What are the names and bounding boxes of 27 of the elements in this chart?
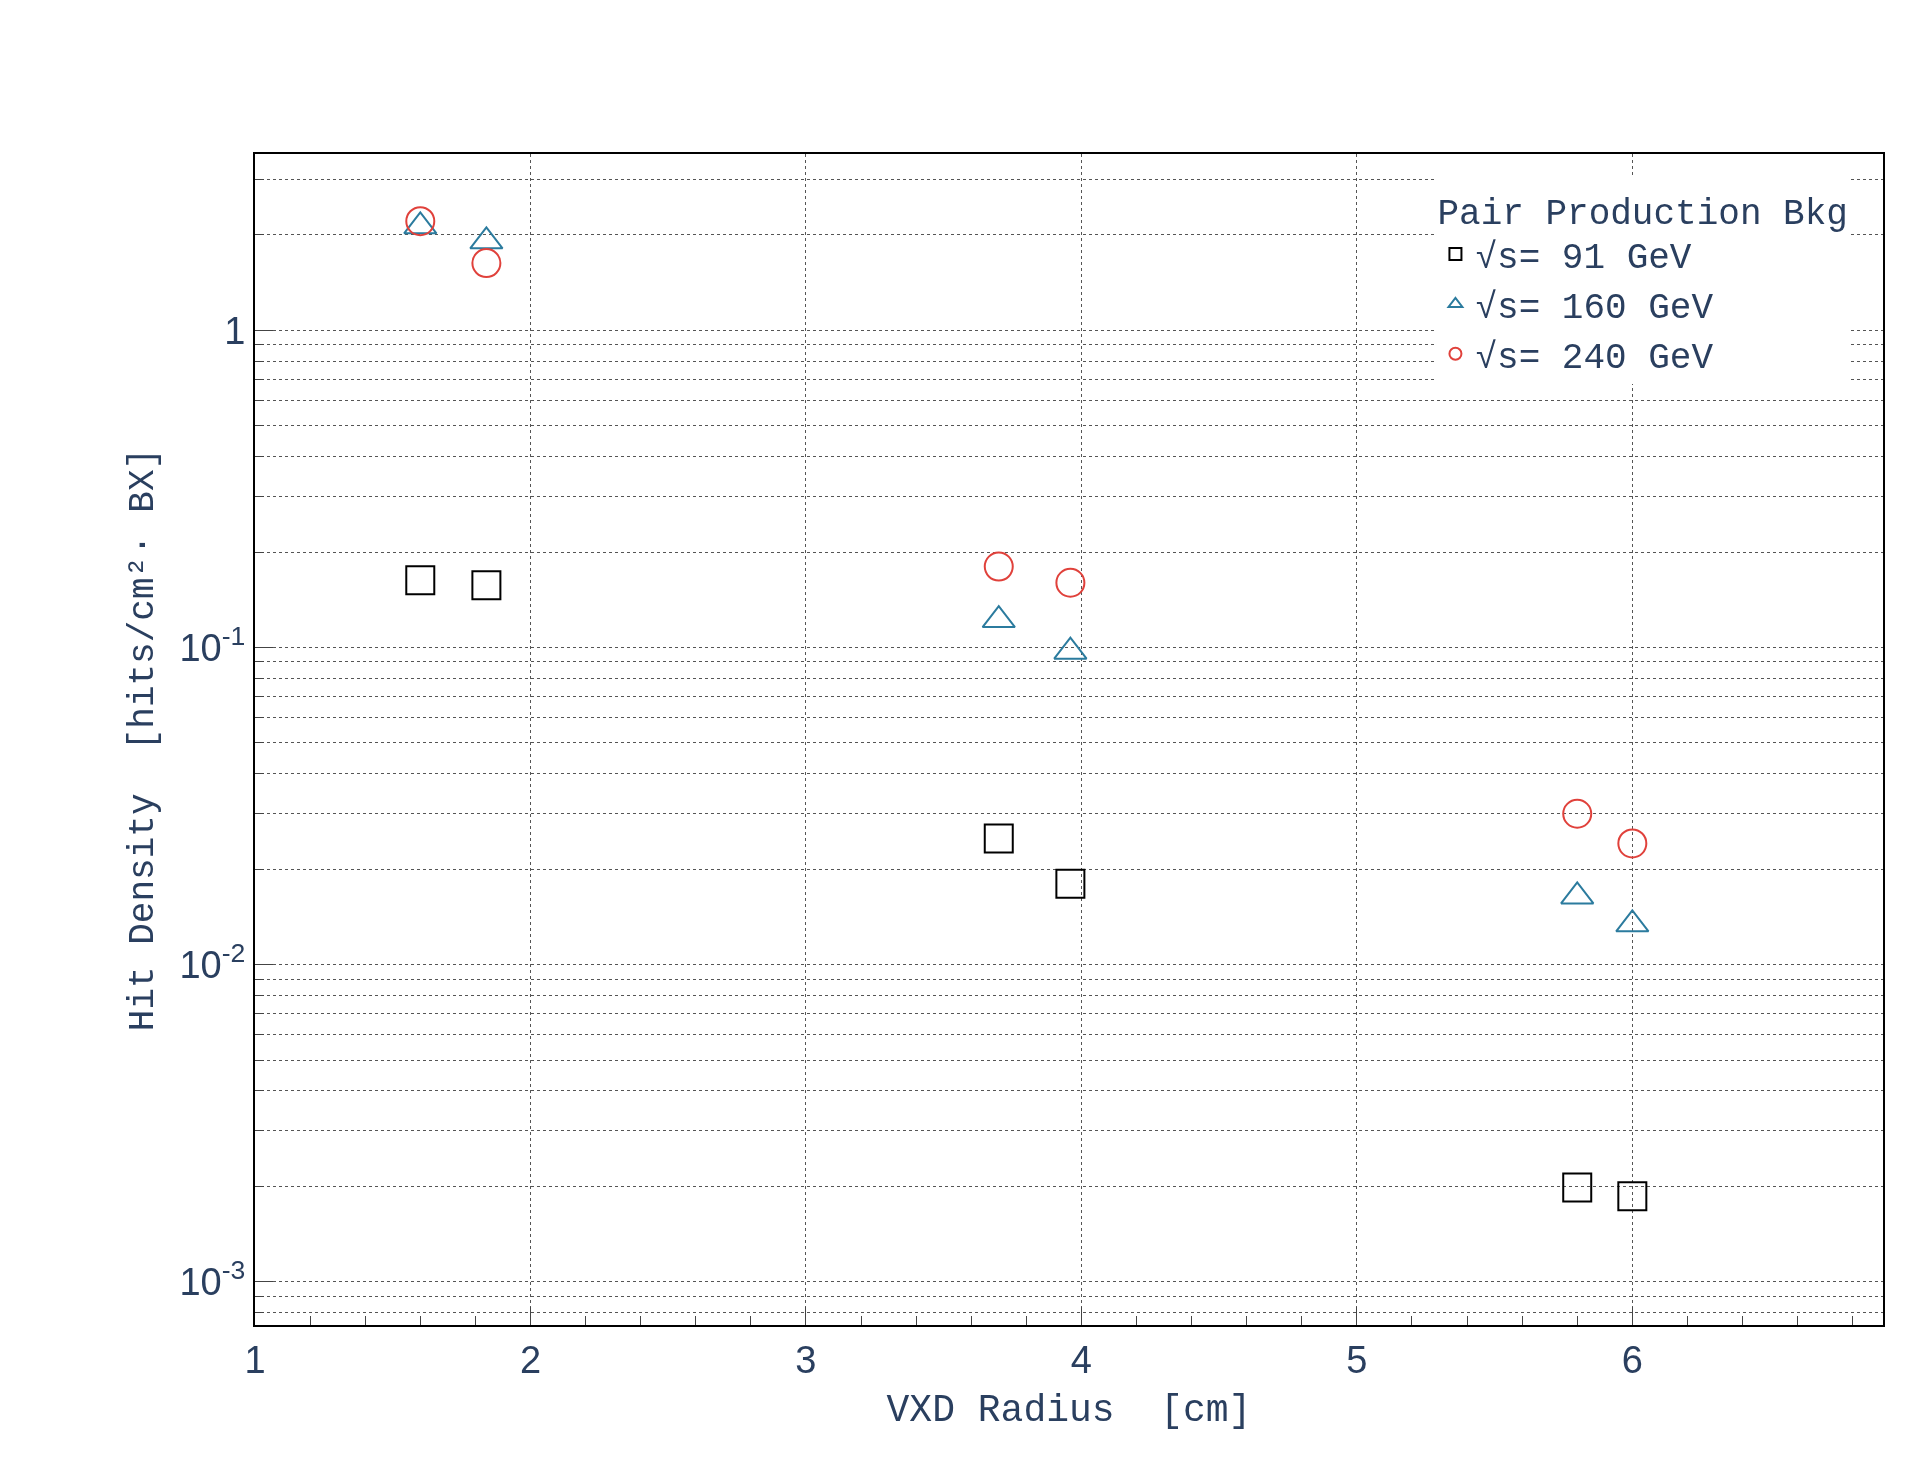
point (471, 248, 502, 279)
legend-label: √s= 160 GeV (1475, 287, 1714, 329)
point (1617, 1181, 1648, 1212)
y-tick-label: 10$^{-1}$ (179, 620, 246, 669)
point (1562, 798, 1593, 829)
y-tick-label: 1 (224, 309, 246, 352)
y-tick-label: 10$^{-3}$ (179, 1255, 246, 1303)
x-axis-title: VXD Radius [cm] (886, 1389, 1252, 1433)
legend-title: Pair Production Bkg (1437, 194, 1848, 236)
point (1617, 828, 1648, 859)
x-tick-label: 6 (1621, 1338, 1643, 1381)
x-tick-label: 2 (519, 1338, 542, 1381)
point (1055, 567, 1086, 598)
legend-label: √s= 240 GeV (1475, 337, 1714, 379)
point (983, 551, 1014, 582)
point (405, 565, 436, 596)
x-tick-label: 5 (1346, 1338, 1368, 1381)
point (405, 206, 436, 237)
point (983, 823, 1014, 854)
x-tick-label: 4 (1070, 1338, 1092, 1381)
x-tick-label: 3 (795, 1338, 817, 1381)
point (1562, 1172, 1593, 1203)
y-axis-title: Hit Density [hits/cm²· BX] (122, 447, 164, 1032)
point (471, 570, 502, 601)
y-tick-label: 10$^{-2}$ (179, 937, 246, 986)
legend-label: √s= 91 GeV (1475, 238, 1692, 280)
point (1055, 868, 1086, 899)
